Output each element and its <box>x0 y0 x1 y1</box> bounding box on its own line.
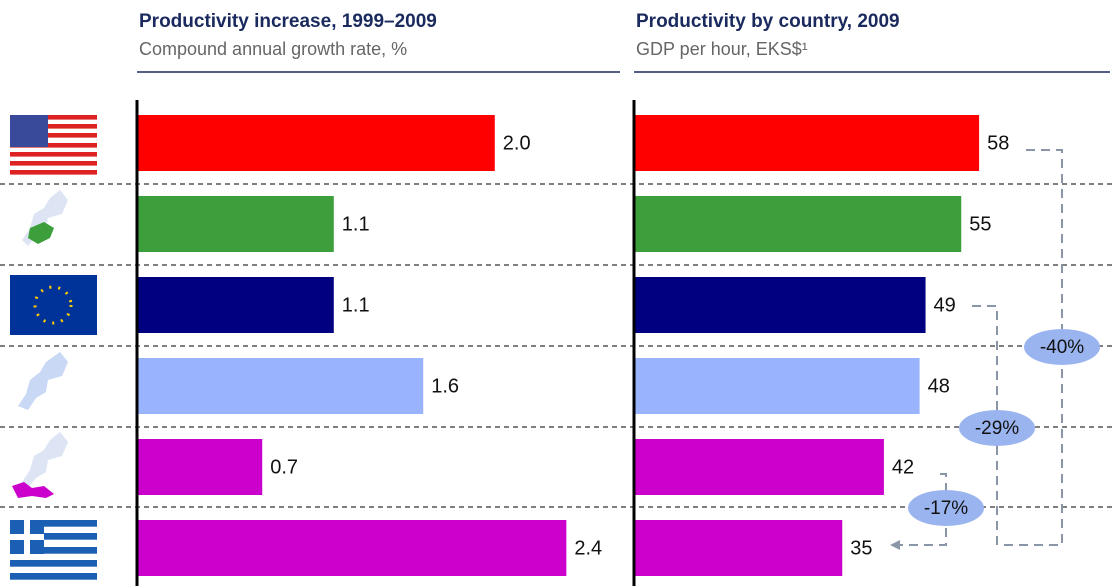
value-label: 1.1 <box>342 213 370 235</box>
annotation-bubble <box>959 410 1035 446</box>
value-label: 55 <box>969 213 991 235</box>
annotation-bubble <box>1024 329 1100 365</box>
bar <box>634 520 843 576</box>
value-label: 1.1 <box>342 294 370 316</box>
bar <box>137 520 567 576</box>
panel-subtitle: GDP per hour, EKS$¹ <box>636 39 808 59</box>
bar <box>634 277 926 333</box>
annotation: -29% <box>975 418 1019 439</box>
value-label: 1.6 <box>431 375 459 397</box>
value-label: 2.0 <box>503 132 531 154</box>
eu-flag <box>10 275 97 335</box>
bar <box>137 196 334 252</box>
bar <box>634 196 962 252</box>
europe-map-icon <box>22 190 68 246</box>
bar <box>634 115 980 171</box>
bar <box>137 439 263 495</box>
bar <box>137 115 495 171</box>
bar <box>634 439 884 495</box>
panel-title: Productivity increase, 1999–2009 <box>139 11 437 32</box>
annotation-bubble <box>908 490 984 526</box>
annotation: -17% <box>924 498 968 519</box>
value-label: 49 <box>934 294 956 316</box>
value-label: 35 <box>850 537 872 559</box>
bar <box>137 277 334 333</box>
value-label: 48 <box>928 375 950 397</box>
bar <box>634 358 920 414</box>
panel-subtitle: Compound annual growth rate, % <box>139 39 407 59</box>
value-label: 58 <box>987 132 1009 154</box>
europe-map-icon <box>18 352 68 410</box>
panel-title: Productivity by country, 2009 <box>636 11 900 32</box>
bar <box>137 358 424 414</box>
value-label: 2.4 <box>574 537 602 559</box>
value-label: 0.7 <box>270 456 298 478</box>
europe-map-icon <box>12 432 68 498</box>
annotation: -40% <box>1040 337 1084 358</box>
us-flag <box>10 115 97 175</box>
greece-flag <box>10 520 97 580</box>
value-label: 42 <box>892 456 914 478</box>
